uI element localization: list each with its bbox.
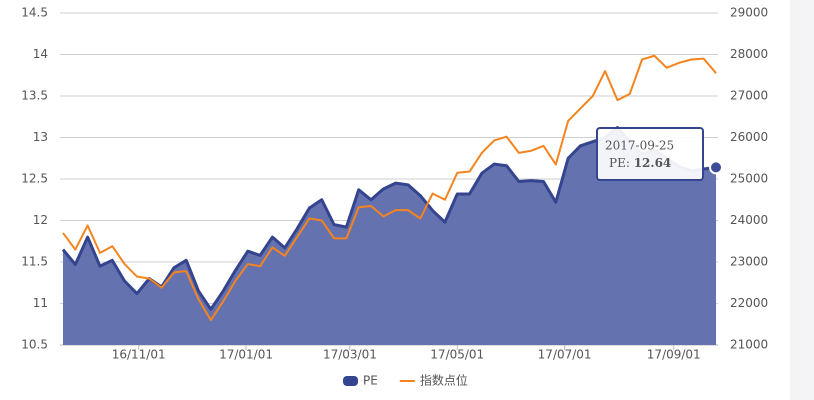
y-tick-label: 13.5 bbox=[21, 89, 48, 103]
y2-tick-label: 21000 bbox=[730, 338, 768, 352]
side-panel bbox=[790, 0, 814, 400]
x-tick-label: 17/03/01 bbox=[323, 348, 377, 362]
tooltip-sep: : bbox=[626, 156, 634, 170]
x-tick-label: 17/09/01 bbox=[647, 348, 701, 362]
y-tick-label: 10.5 bbox=[21, 338, 48, 352]
y2-tick-label: 29000 bbox=[730, 6, 768, 20]
tooltip-series-name: PE bbox=[609, 156, 626, 170]
y2-tick-label: 23000 bbox=[730, 255, 768, 269]
y-tick-label: 12.5 bbox=[21, 172, 48, 186]
line bbox=[62, 54, 717, 322]
y2-tick-label: 27000 bbox=[730, 89, 768, 103]
legend-label: 指数点位 bbox=[420, 373, 468, 388]
x-tick-label: 17/05/01 bbox=[430, 348, 484, 362]
area-fill bbox=[63, 127, 716, 345]
y-tick-label: 12 bbox=[33, 213, 48, 227]
legend-swatch bbox=[343, 376, 358, 386]
x-tick-label: 17/07/01 bbox=[538, 348, 592, 362]
y-tick-label: 14.5 bbox=[21, 6, 48, 20]
hover-point bbox=[709, 160, 723, 175]
legend-label: PE bbox=[363, 374, 378, 388]
y2-tick-label: 26000 bbox=[730, 130, 768, 144]
y-tick-label: 11.5 bbox=[21, 255, 48, 269]
x-tick-label: 16/11/01 bbox=[112, 348, 166, 362]
tooltip-number: 12.64 bbox=[634, 156, 672, 170]
y-tick-label: 14 bbox=[33, 47, 48, 61]
y2-tick-label: 22000 bbox=[730, 296, 768, 310]
x-tick-label: 17/01/01 bbox=[219, 348, 273, 362]
tooltip-date: 2017-09-25 bbox=[605, 139, 674, 153]
y2-tick-label: 25000 bbox=[730, 172, 768, 186]
y-tick-label: 11 bbox=[33, 296, 48, 310]
tooltip-value: PE: 12.64 bbox=[609, 156, 671, 170]
y2-tick-label: 24000 bbox=[730, 213, 768, 227]
y-tick-label: 13 bbox=[33, 130, 48, 144]
y2-tick-label: 28000 bbox=[730, 47, 768, 61]
tooltip-box bbox=[596, 127, 704, 181]
